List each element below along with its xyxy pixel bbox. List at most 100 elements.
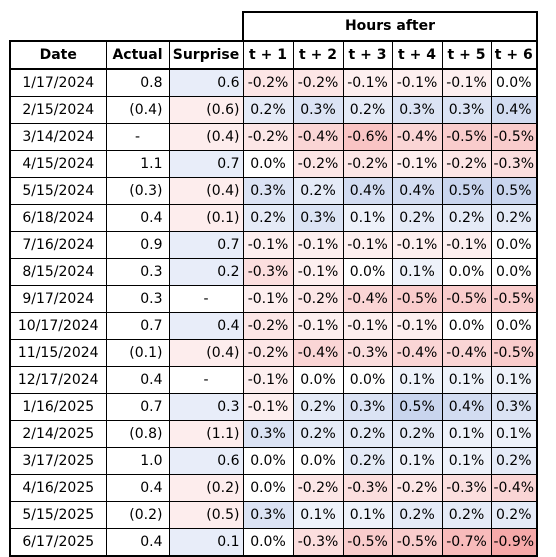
cell-actual: 0.8 [105, 68, 170, 97]
cell-date: 9/17/2024 [9, 285, 107, 313]
cell-surprise: - [168, 366, 244, 394]
cell-hour-t1: 0.2% [242, 96, 294, 124]
table-row: 2/14/2025 (0.8) (1.1) 0.3% 0.2% 0.2% 0.2% 0.1% 0… [9, 420, 538, 448]
cell-actual: 0.3 [105, 258, 170, 286]
cell-hour-t1: -0.1% [242, 231, 294, 259]
table-row: 7/16/2024 0.9 0.7 -0.1% -0.1% -0.1% -0.1% -0.1%… [9, 231, 538, 259]
cell-hour-t5: -0.4% [441, 339, 492, 367]
cell-date: 3/14/2024 [9, 123, 107, 151]
cell-hour-t6: 0.0% [490, 68, 538, 97]
cell-hour-t2: 0.0% [292, 447, 344, 475]
cell-actual: (0.3) [105, 177, 170, 205]
table-row: 3/14/2024- (0.4) -0.2% -0.4% -0.6% -0.4% -0.5%… [9, 123, 538, 151]
cell-hour-t6: -0.5% [490, 123, 538, 151]
cell-date: 3/17/2025 [9, 447, 107, 475]
cell-surprise: 0.4 [168, 312, 244, 340]
cell-hour-t6: -0.5% [490, 339, 538, 367]
cell-actual: - [105, 123, 170, 151]
cell-hour-t4: 0.1% [391, 258, 443, 286]
cell-surprise: (0.2) [168, 474, 244, 502]
cell-actual: (0.8) [105, 420, 170, 448]
cell-hour-t3: 0.4% [342, 177, 393, 205]
group-header-row: Hours after [10, 11, 538, 42]
cell-surprise: 0.3 [168, 393, 244, 421]
cell-hour-t1: -0.2% [242, 339, 294, 367]
cell-hour-t6: 0.3% [490, 393, 538, 421]
table-row: 1/16/2025 0.7 0.3 -0.1% 0.2% 0.3% 0.5% 0.4% 0.3% [9, 393, 538, 421]
cell-date: 4/16/2025 [9, 474, 107, 502]
cell-hour-t1: -0.2% [242, 68, 294, 97]
cell-surprise: (0.4) [168, 177, 244, 205]
cell-hour-t3: 0.1% [342, 501, 393, 529]
table-body: 1/17/2024 0.8 0.6 -0.2% -0.2% -0.1% -0.1% -0.1%… [9, 68, 538, 557]
cell-hour-t5: 0.4% [441, 393, 492, 421]
header-t4: t + 4 [391, 40, 443, 70]
cell-hour-t5: 0.3% [441, 96, 492, 124]
cell-hour-t6: -0.4% [490, 474, 538, 502]
cell-hour-t1: 0.3% [242, 177, 294, 205]
cell-hour-t3: 0.1% [342, 204, 393, 232]
cell-hour-t6: 0.0% [490, 258, 538, 286]
cell-surprise: 0.7 [168, 231, 244, 259]
cell-date: 10/17/2024 [9, 312, 107, 340]
cell-hour-t5: -0.1% [441, 68, 492, 97]
cell-surprise: (1.1) [168, 420, 244, 448]
cell-hour-t6: 0.5% [490, 177, 538, 205]
cell-hour-t5: -0.2% [441, 150, 492, 178]
cell-hour-t4: -0.1% [391, 312, 443, 340]
cell-hour-t4: 0.1% [391, 447, 443, 475]
cell-surprise: 0.6 [168, 447, 244, 475]
cell-hour-t3: -0.4% [342, 285, 393, 313]
table-row: 8/15/2024 0.3 0.2 -0.3% -0.1% 0.0% 0.1% 0.0% 0.0… [9, 258, 538, 286]
cell-date: 6/17/2025 [9, 528, 107, 557]
cell-hour-t5: -0.1% [441, 231, 492, 259]
cell-hour-t2: -0.2% [292, 285, 344, 313]
cell-hour-t6: -0.5% [490, 285, 538, 313]
cell-hour-t4: -0.5% [391, 285, 443, 313]
cell-hour-t5: 0.1% [441, 420, 492, 448]
cell-actual: 0.4 [105, 528, 170, 557]
cell-date: 8/15/2024 [9, 258, 107, 286]
cell-surprise: (0.5) [168, 501, 244, 529]
table-row: 5/15/2024 (0.3) (0.4) 0.3% 0.2% 0.4% 0.4% 0.5% 0… [9, 177, 538, 205]
cell-surprise: (0.4) [168, 123, 244, 151]
cell-date: 2/14/2025 [9, 420, 107, 448]
header-t5: t + 5 [441, 40, 492, 70]
cell-date: 1/16/2025 [9, 393, 107, 421]
header-date: Date [9, 40, 107, 70]
cell-hour-t5: 0.0% [441, 258, 492, 286]
cell-hour-t3: -0.5% [342, 528, 393, 557]
cell-hour-t4: -0.1% [391, 231, 443, 259]
cell-hour-t4: -0.4% [391, 123, 443, 151]
group-header-spacer [10, 12, 243, 41]
cell-hour-t2: 0.2% [292, 420, 344, 448]
cell-hour-t2: 0.3% [292, 204, 344, 232]
cell-hour-t2: -0.4% [292, 339, 344, 367]
cell-hour-t2: 0.0% [292, 366, 344, 394]
cell-hour-t6: 0.2% [490, 501, 538, 529]
cell-hour-t2: 0.2% [292, 393, 344, 421]
cell-date: 6/18/2024 [9, 204, 107, 232]
cell-hour-t4: 0.4% [391, 177, 443, 205]
cell-hour-t1: -0.2% [242, 123, 294, 151]
cell-hour-t5: 0.2% [441, 204, 492, 232]
cell-hour-t1: -0.1% [242, 393, 294, 421]
table-row: 4/16/2025 0.4 (0.2) 0.0% -0.2% -0.3% -0.2% -0.3… [9, 474, 538, 502]
cell-hour-t3: 0.2% [342, 447, 393, 475]
cell-surprise: 0.1 [168, 528, 244, 557]
cell-actual: (0.2) [105, 501, 170, 529]
cell-hour-t2: 0.2% [292, 177, 344, 205]
table-row: 5/15/2025 (0.2) (0.5) 0.3% 0.1% 0.1% 0.2% 0.2% 0… [9, 501, 538, 529]
cell-hour-t1: 0.3% [242, 501, 294, 529]
cell-actual: 1.0 [105, 447, 170, 475]
cell-hour-t2: -0.4% [292, 123, 344, 151]
table-row: 4/15/2024 1.1 0.7 0.0% -0.2% -0.2% -0.1% -0.2% -… [9, 150, 538, 178]
cell-hour-t4: 0.2% [391, 501, 443, 529]
cell-date: 7/16/2024 [9, 231, 107, 259]
cell-hour-t1: 0.3% [242, 420, 294, 448]
cell-hour-t3: -0.1% [342, 312, 393, 340]
header-t3: t + 3 [342, 40, 393, 70]
cell-hour-t6: 0.0% [490, 312, 538, 340]
cell-surprise: - [168, 285, 244, 313]
